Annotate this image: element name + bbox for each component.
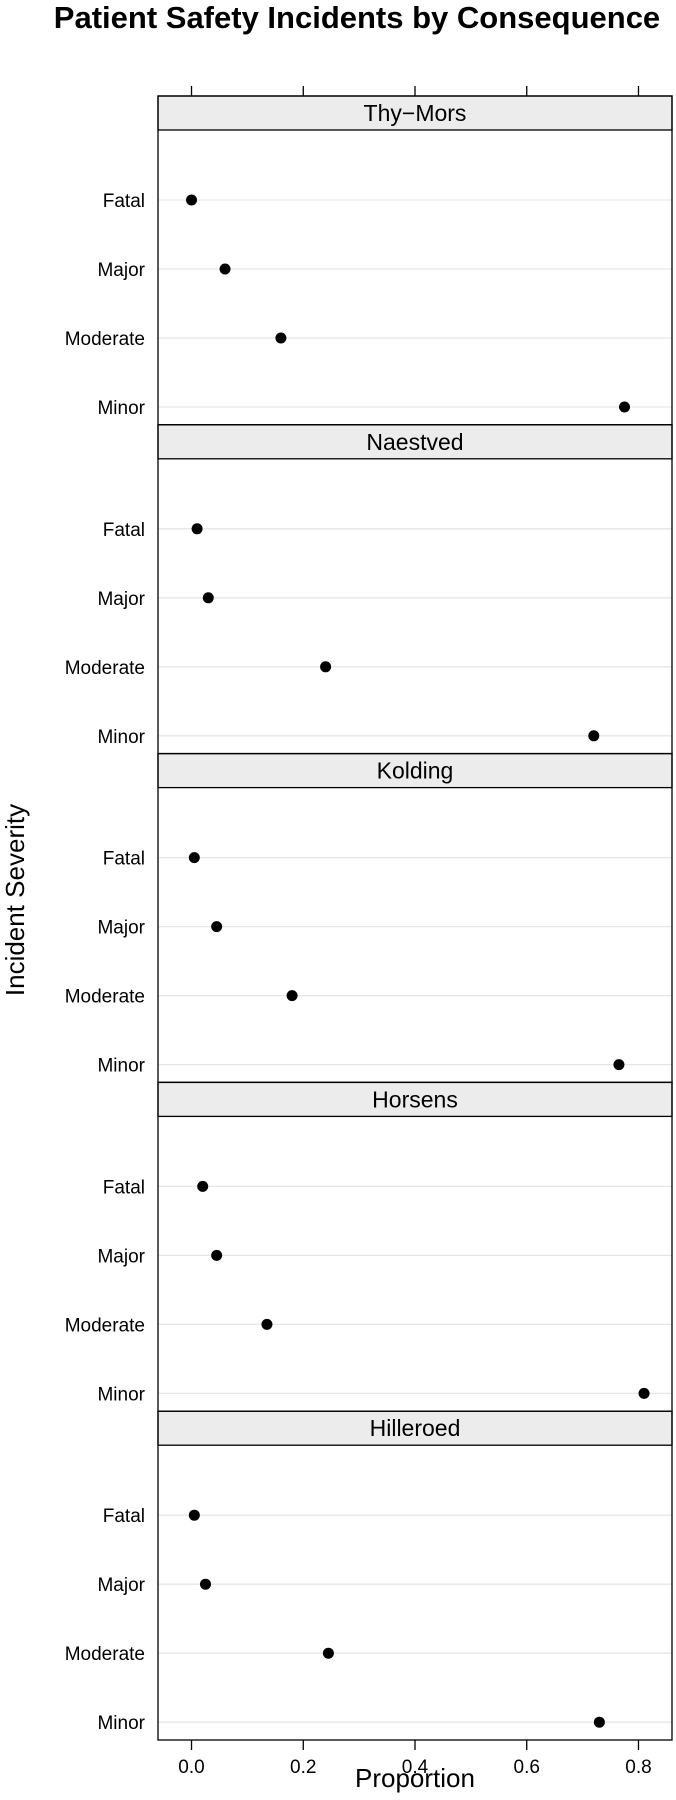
x-tick-label: 0.4 bbox=[402, 1757, 429, 1778]
y-tick-label: Fatal bbox=[103, 849, 145, 870]
x-tick-label: 0.2 bbox=[290, 1757, 316, 1778]
panel-frame bbox=[157, 1410, 673, 1741]
plot-area: 0.0 0.2 0.4 0.6 0.8 Thy−Mors Fatal Major Moderat… bbox=[65, 86, 673, 1778]
data-point bbox=[199, 1578, 211, 1590]
x-tick-label: 0.6 bbox=[514, 1757, 540, 1778]
data-point bbox=[619, 401, 631, 413]
panel-strip-label: Kolding bbox=[377, 758, 454, 784]
panel-frame bbox=[157, 95, 673, 426]
data-point bbox=[613, 1059, 625, 1071]
y-tick-label: Moderate bbox=[65, 1315, 145, 1336]
data-point bbox=[211, 921, 223, 933]
y-tick-label: Moderate bbox=[65, 329, 145, 350]
y-tick-label: Major bbox=[97, 918, 145, 939]
y-tick-label: Minor bbox=[97, 727, 145, 748]
data-point bbox=[197, 1180, 209, 1192]
data-point bbox=[588, 730, 600, 742]
panel-frame bbox=[157, 1081, 673, 1412]
y-tick-label: Major bbox=[97, 589, 145, 610]
data-point bbox=[275, 332, 287, 344]
data-point bbox=[593, 1716, 605, 1728]
data-point bbox=[186, 194, 198, 206]
panel-strip-label: Horsens bbox=[372, 1086, 458, 1112]
x-axis-title: Proportion bbox=[355, 1763, 475, 1793]
data-point bbox=[211, 1249, 223, 1261]
y-tick-label: Moderate bbox=[65, 987, 145, 1008]
data-point bbox=[638, 1387, 650, 1399]
data-point bbox=[286, 990, 298, 1002]
panel-strip-label: Thy−Mors bbox=[364, 100, 467, 126]
y-tick-label: Major bbox=[97, 1246, 145, 1267]
data-point bbox=[219, 263, 231, 275]
y-tick-label: Minor bbox=[97, 1713, 145, 1734]
y-tick-label: Minor bbox=[97, 1056, 145, 1077]
data-point bbox=[261, 1318, 273, 1330]
y-axis-title: Incident Severity bbox=[0, 804, 30, 996]
data-point bbox=[320, 661, 332, 673]
panel-frame bbox=[157, 752, 673, 1084]
data-point bbox=[188, 852, 200, 864]
x-tick-label: 0.0 bbox=[178, 1757, 204, 1778]
data-point bbox=[322, 1647, 334, 1659]
y-tick-label: Fatal bbox=[103, 1506, 145, 1527]
data-point bbox=[188, 1509, 200, 1521]
panel-frame bbox=[157, 424, 673, 755]
y-tick-label: Fatal bbox=[103, 191, 145, 212]
y-tick-label: Fatal bbox=[103, 1177, 145, 1198]
data-point bbox=[191, 523, 203, 535]
data-point bbox=[202, 592, 214, 604]
panel-strip-label: Hilleroed bbox=[370, 1415, 461, 1441]
y-tick-label: Major bbox=[97, 260, 145, 281]
y-tick-label: Fatal bbox=[103, 520, 145, 541]
x-tick-label: 0.8 bbox=[625, 1757, 651, 1778]
y-tick-label: Major bbox=[97, 1575, 145, 1596]
chart-title: Patient Safety Incidents by Consequence bbox=[54, 0, 660, 35]
y-tick-label: Moderate bbox=[65, 658, 145, 679]
panel-strip-label: Naestved bbox=[366, 429, 463, 455]
y-tick-label: Minor bbox=[97, 1384, 145, 1405]
y-tick-label: Minor bbox=[97, 398, 145, 419]
y-tick-label: Moderate bbox=[65, 1644, 145, 1665]
